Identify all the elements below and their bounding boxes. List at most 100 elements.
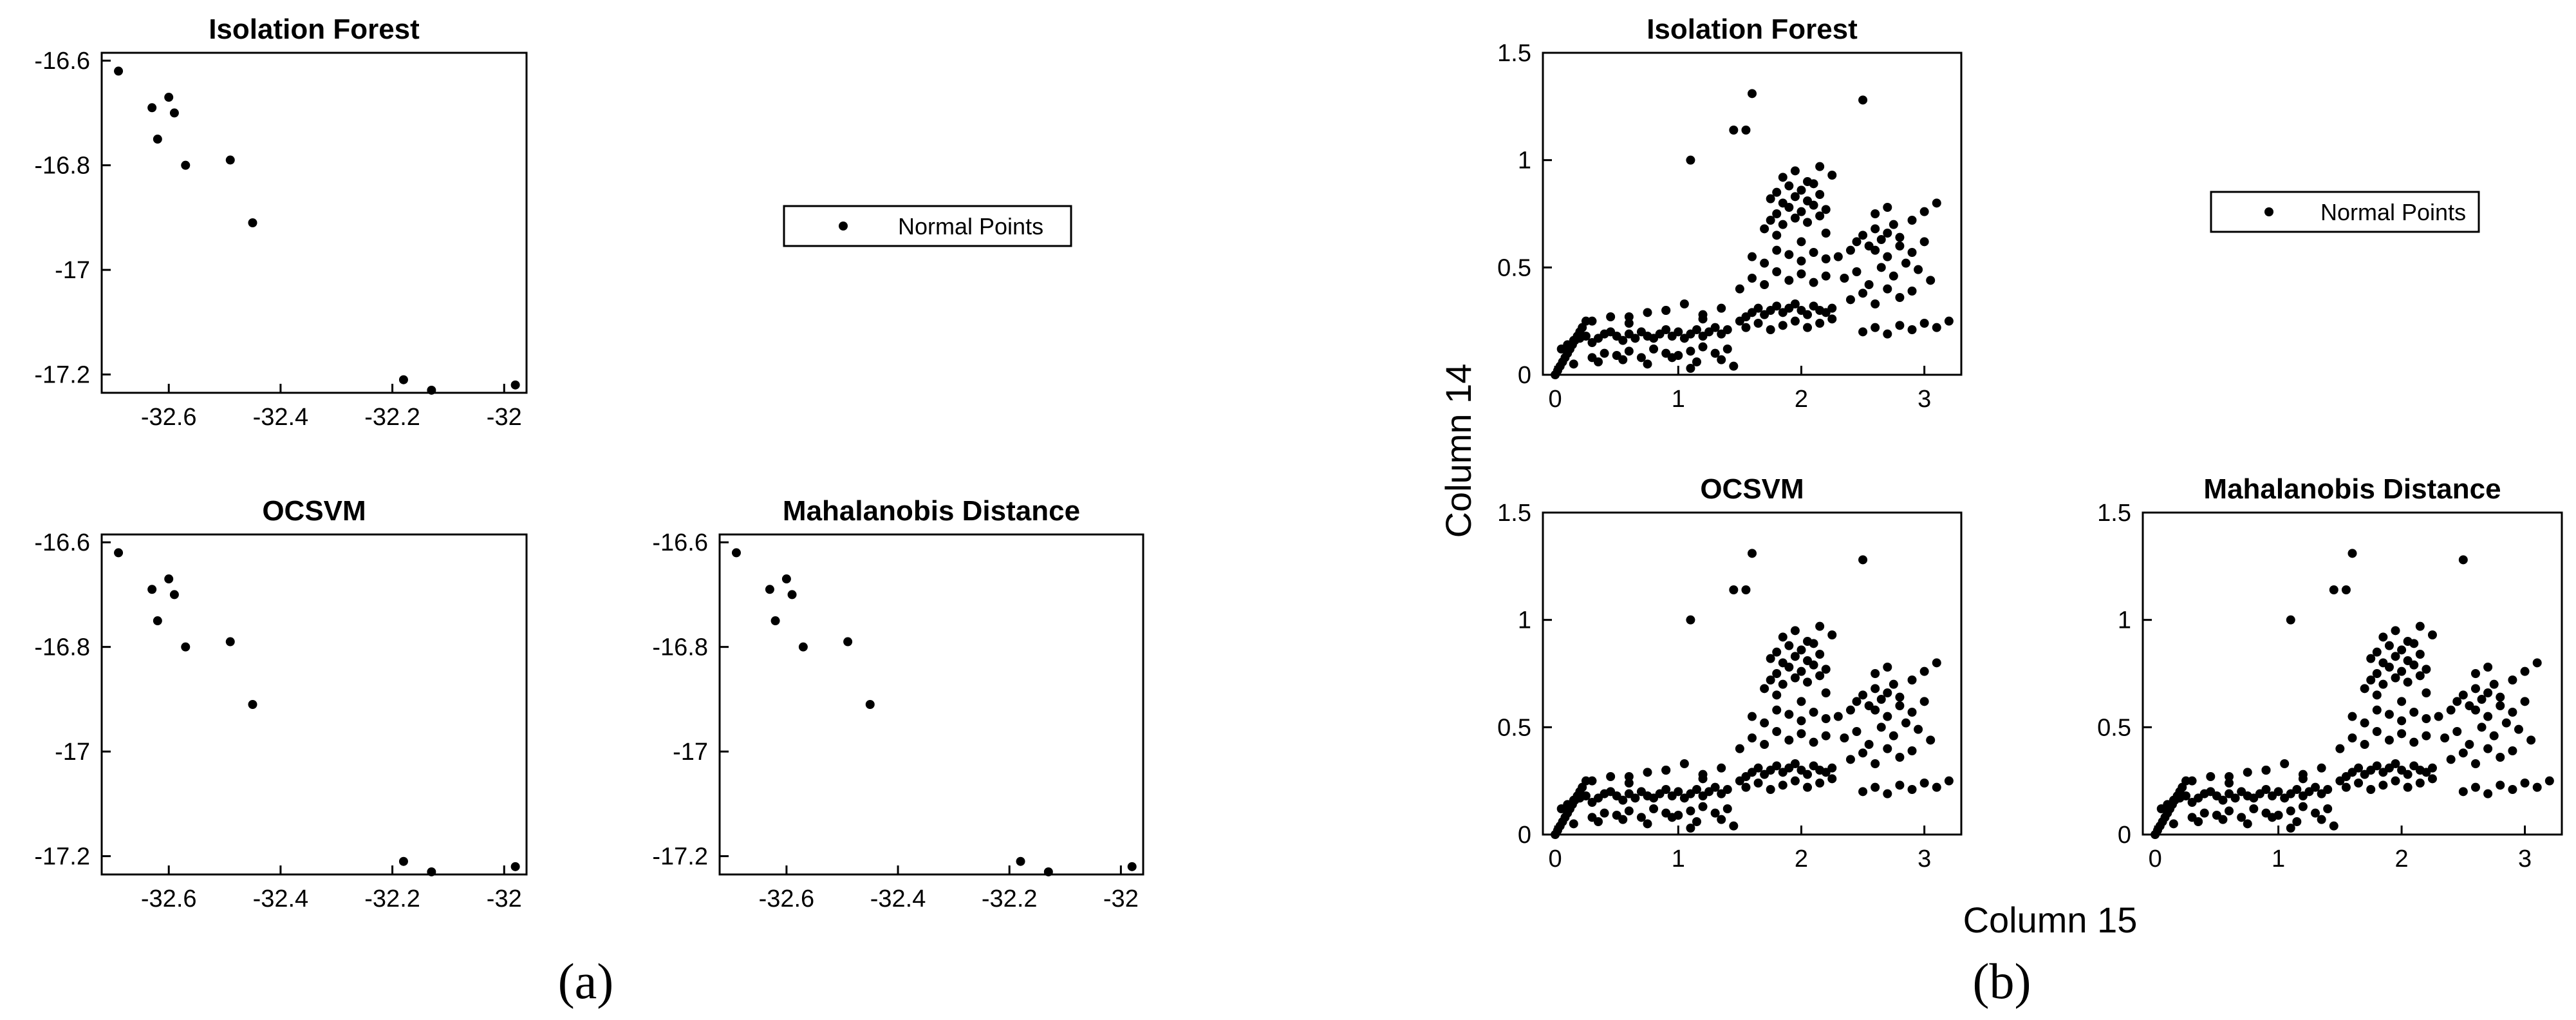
data-point <box>2427 763 2437 773</box>
data-point <box>169 108 179 118</box>
data-point <box>2483 789 2493 798</box>
chart-title: Isolation Forest <box>209 14 420 45</box>
y-tick-label: -16.6 <box>34 529 90 556</box>
data-point <box>1748 549 1757 558</box>
data-point <box>1944 316 1954 326</box>
x-tick-label: -32 <box>487 885 522 912</box>
y-tick-label: -17 <box>673 739 708 766</box>
data-point <box>1643 768 1652 777</box>
data-point <box>1722 804 1732 813</box>
axes-frame <box>1542 52 1963 376</box>
data-point <box>843 637 853 647</box>
data-point <box>2261 785 2271 794</box>
data-point <box>1858 748 1868 758</box>
data-point <box>1864 280 1874 289</box>
data-point <box>1871 782 1880 792</box>
data-point <box>2403 677 2413 687</box>
data-point <box>2354 779 2364 788</box>
x-tick-label: 3 <box>2518 845 2532 873</box>
data-point <box>2483 712 2493 721</box>
data-point <box>2397 697 2407 706</box>
x-tick-label: -32.4 <box>253 885 309 912</box>
x-tick-label: 3 <box>1918 386 1931 413</box>
data-point <box>2372 669 2382 678</box>
data-point <box>1821 271 1831 281</box>
data-point <box>2397 716 2407 726</box>
data-point <box>1679 299 1689 308</box>
data-point <box>1753 319 1763 328</box>
data-point <box>1790 213 1800 223</box>
b-ylabel: Column 14 <box>1438 364 1479 538</box>
data-point <box>1907 248 1917 257</box>
data-point <box>1889 271 1898 281</box>
data-point <box>1883 688 1892 697</box>
data-point <box>2391 652 2400 661</box>
data-point <box>1876 722 1886 732</box>
data-point <box>1809 248 1818 257</box>
data-point <box>1618 355 1628 364</box>
data-point <box>2465 740 2474 749</box>
data-point <box>1821 254 1831 263</box>
data-point <box>1600 808 1609 818</box>
data-point <box>1852 727 1862 736</box>
data-point <box>1649 345 1659 354</box>
data-point <box>1803 770 1813 779</box>
data-point <box>2520 697 2530 706</box>
data-point <box>2508 675 2517 685</box>
data-point <box>1753 763 1763 773</box>
data-point <box>1710 808 1720 818</box>
data-point <box>1784 735 1794 745</box>
data-point <box>1581 316 1591 326</box>
data-point <box>2206 772 2216 781</box>
data-point <box>1876 263 1886 272</box>
data-point <box>1606 312 1616 321</box>
data-point <box>2415 671 2425 681</box>
data-point <box>2181 791 2191 800</box>
data-point <box>1698 342 1708 352</box>
data-point <box>1797 185 1806 195</box>
data-point <box>2470 759 2480 768</box>
data-point <box>2470 684 2480 694</box>
data-point <box>1624 346 1634 356</box>
data-point <box>1643 359 1652 369</box>
data-point <box>2440 733 2450 742</box>
data-point <box>1772 187 1782 197</box>
data-point <box>1871 759 1880 768</box>
data-point <box>1772 705 1782 715</box>
data-point <box>1919 697 1929 706</box>
data-point <box>2384 710 2394 719</box>
data-point <box>1932 323 1941 332</box>
data-point <box>2311 782 2320 792</box>
y-tick-label: -17 <box>55 257 90 284</box>
data-point <box>1895 232 1905 242</box>
data-point <box>1735 284 1744 294</box>
y-tick-label: -17 <box>55 739 90 766</box>
data-point <box>2458 690 2468 700</box>
data-point <box>1016 856 1025 866</box>
data-point <box>2458 748 2468 758</box>
data-point <box>1760 740 1769 749</box>
data-point <box>2403 782 2413 792</box>
data-point <box>114 548 124 558</box>
axes-frame <box>718 533 1144 876</box>
data-point <box>1766 325 1775 334</box>
data-point <box>1772 647 1782 657</box>
data-point <box>2397 645 2407 655</box>
data-point <box>2243 819 2252 829</box>
data-point <box>2347 549 2357 558</box>
data-point <box>1803 218 1813 227</box>
data-point <box>2520 666 2530 676</box>
x-tick-label: 2 <box>2395 845 2409 873</box>
data-point <box>1748 712 1757 721</box>
data-point <box>1840 733 1849 742</box>
data-point <box>1871 209 1880 218</box>
data-point <box>1698 774 1708 784</box>
data-point <box>2532 782 2542 792</box>
data-point <box>2261 766 2271 775</box>
panel-label-b: (b) <box>1973 953 2031 1009</box>
legend-a-marker <box>839 222 848 231</box>
data-point <box>1914 724 1923 734</box>
data-point <box>2501 718 2511 728</box>
data-point <box>2415 650 2425 659</box>
data-point <box>1741 585 1751 594</box>
